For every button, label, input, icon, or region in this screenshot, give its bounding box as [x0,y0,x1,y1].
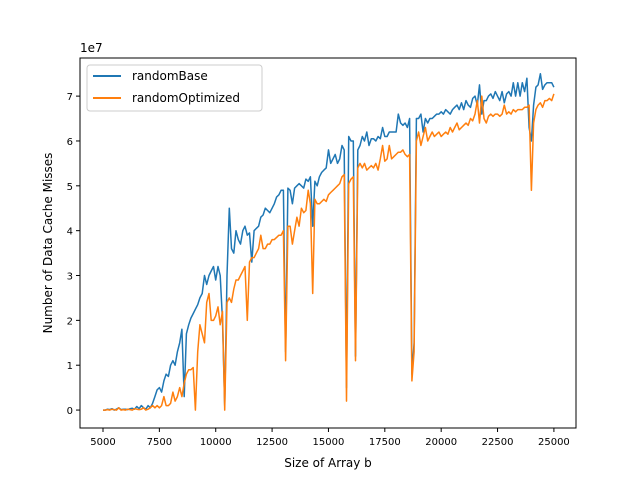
x-tick-label: 20000 [425,437,457,448]
y-tick-label: 6 [67,137,73,148]
x-tick-label: 25000 [538,437,570,448]
y-axis-ticks: 0 1 2 3 4 5 6 7 [67,92,80,417]
x-tick-label: 17500 [369,437,401,448]
x-tick-label: 22500 [482,437,514,448]
legend: randomBase randomOptimized [86,64,263,112]
y-tick-label: 7 [67,92,73,103]
y-tick-label: 5 [67,182,73,193]
y-tick-label: 4 [67,227,73,238]
series-layer [103,72,555,411]
y-offset-label: 1e7 [80,41,103,55]
y-tick-label: 1 [67,361,73,372]
series-line-randomOptimized [103,93,555,411]
x-tick-label: 5000 [90,437,115,448]
x-tick-label: 15000 [313,437,345,448]
legend-label-randomBase: randomBase [132,69,208,83]
y-axis-label: Number of Data Cache Misses [41,153,55,334]
y-tick-label: 2 [67,316,73,327]
series-line-randomBase [103,72,555,411]
x-tick-label: 12500 [256,437,288,448]
legend-box [86,64,263,112]
x-tick-label: 10000 [200,437,232,448]
x-tick-label: 7500 [147,437,172,448]
y-tick-label: 0 [67,406,73,417]
x-axis-ticks: 5000 7500 10000 12500 15000 17500 20000 22500 25… [90,428,570,448]
x-axis-label: Size of Array b [284,456,372,470]
y-tick-label: 3 [67,272,73,283]
legend-label-randomOptimized: randomOptimized [132,91,240,105]
